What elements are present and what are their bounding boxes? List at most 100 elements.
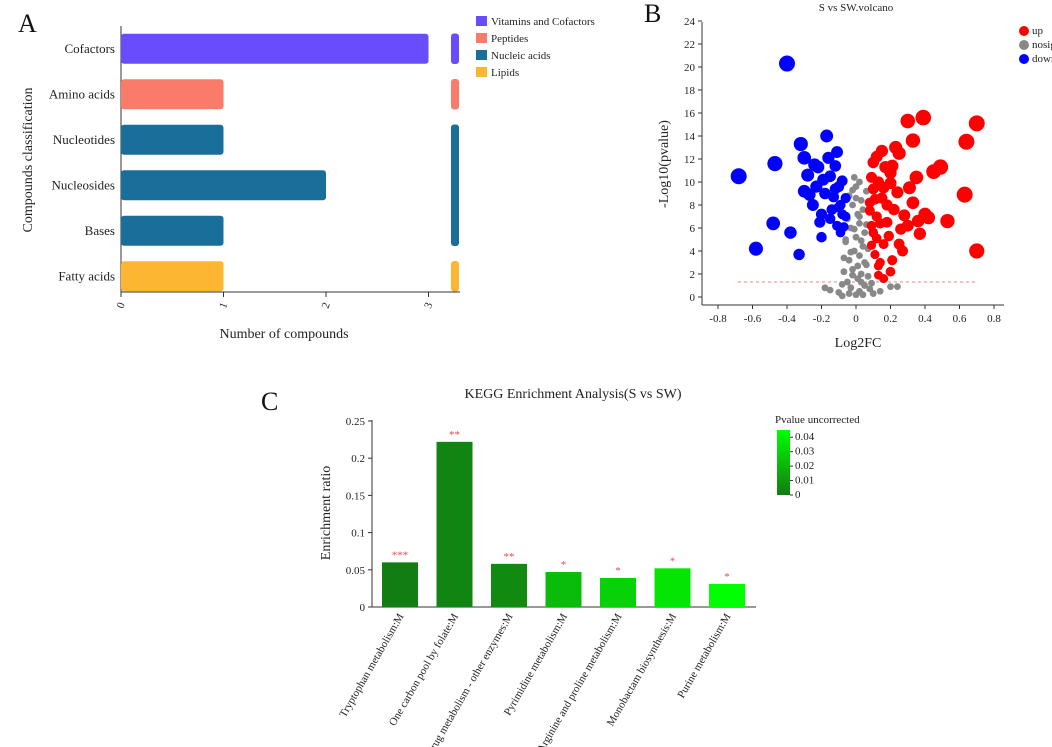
point-up [868, 227, 879, 238]
legend-label: nosig [1032, 39, 1052, 51]
colorbar-tick-label: 0.04 [795, 431, 815, 443]
point-down [748, 241, 763, 256]
point-nosig [847, 248, 855, 256]
x-tick-label: 0.4 [918, 313, 932, 325]
point-nosig [821, 284, 829, 292]
y-tick-label: 8 [690, 200, 696, 212]
volcano-title: S vs SW.volcano [819, 2, 894, 14]
y-tick-label: 12 [684, 154, 695, 166]
x-tick-label: -0.4 [778, 313, 796, 325]
kegg-bar [545, 572, 582, 607]
point-nosig [856, 220, 863, 227]
point-nosig [868, 279, 875, 287]
point-down [797, 151, 812, 165]
x-tick-label: 2 [320, 301, 333, 310]
point-down [820, 129, 834, 143]
point-down [767, 156, 783, 172]
point-up [866, 171, 878, 183]
x-tick-label: -0.6 [744, 313, 762, 325]
y-tick-label: 0 [360, 602, 366, 614]
point-nosig [856, 213, 863, 220]
y-tick-label: 22 [684, 39, 695, 51]
point-up [940, 213, 955, 229]
point-nosig [857, 237, 865, 245]
significance-stars: * [670, 555, 676, 567]
kegg-bar [709, 583, 745, 607]
point-down [840, 211, 851, 222]
point-up [906, 196, 920, 210]
point-nosig [876, 287, 884, 295]
legend-dot-down [1019, 54, 1029, 64]
bar-bases [121, 215, 224, 246]
category-label: Bases [85, 223, 115, 238]
point-nosig [850, 174, 858, 181]
x-tick-label: -0.2 [813, 313, 830, 325]
bar-amino-acids [121, 79, 224, 110]
point-nosig [852, 194, 860, 202]
volcano-legend: up nosig down [1019, 25, 1052, 65]
y-tick-label: 18 [684, 85, 696, 97]
point-up [887, 255, 898, 266]
point-nosig [857, 278, 865, 286]
colorbar-tick-label: 0.03 [795, 446, 815, 458]
panel-a-x-title: Number of compounds [219, 327, 348, 342]
kegg-bar [491, 563, 527, 607]
point-down [836, 175, 848, 187]
point-up [905, 133, 921, 148]
category-label: Amino acids [49, 86, 115, 101]
point-down [833, 202, 844, 213]
point-down [829, 160, 842, 172]
point-nosig [856, 252, 863, 259]
point-up [867, 183, 879, 195]
point-up [915, 109, 932, 126]
point-nosig [849, 266, 856, 273]
y-tick-label: 4 [690, 246, 696, 258]
point-down [840, 193, 851, 204]
point-down [815, 208, 828, 220]
point-nosig [887, 283, 894, 291]
point-nosig [826, 286, 834, 294]
y-tick-label: 0.2 [351, 453, 365, 465]
significance-stars: * [724, 571, 730, 583]
x-tick-label: 0.6 [953, 313, 967, 325]
point-down [779, 55, 795, 72]
legend-label: Lipids [491, 67, 519, 79]
volcano-y-title: -Log10(pvalue) [657, 120, 672, 208]
point-down [817, 173, 830, 186]
group-indicator-lipids [451, 261, 459, 292]
point-nosig [847, 284, 855, 292]
point-down [819, 187, 831, 200]
point-nosig [840, 254, 848, 262]
point-up [873, 270, 883, 280]
point-down [835, 227, 846, 238]
point-up [864, 205, 875, 216]
panel-a-y-title: Compounds classification [21, 87, 36, 232]
y-tick-label: 20 [684, 62, 696, 74]
point-nosig [849, 271, 856, 279]
point-nosig [854, 262, 862, 270]
colorbar-tick-label: 0 [795, 489, 801, 501]
point-up [866, 240, 877, 250]
y-tick-label: 6 [690, 223, 696, 235]
point-nosig [894, 283, 901, 291]
bar-cofactors [121, 33, 429, 64]
colorbar-title: Pvalue uncorrected [775, 414, 860, 426]
category-label: Nucleotides [53, 132, 115, 147]
point-down [784, 226, 797, 239]
point-up [864, 197, 875, 208]
point-up [877, 182, 890, 194]
point-up [968, 115, 985, 132]
panel-c-label: C [261, 387, 278, 416]
point-down [803, 188, 816, 201]
legend-swatch-vitamins [476, 16, 487, 26]
legend-label: Peptides [491, 33, 528, 45]
y-tick-label: 0 [690, 292, 696, 304]
significance-stars: * [615, 565, 621, 577]
y-tick-label: 0.25 [346, 416, 366, 428]
point-down [806, 199, 819, 211]
x-tick-label: 1 [217, 301, 230, 310]
legend-dot-nosig [1019, 40, 1029, 50]
point-up [926, 164, 942, 180]
kegg-bar [382, 562, 418, 607]
point-nosig [845, 256, 853, 264]
